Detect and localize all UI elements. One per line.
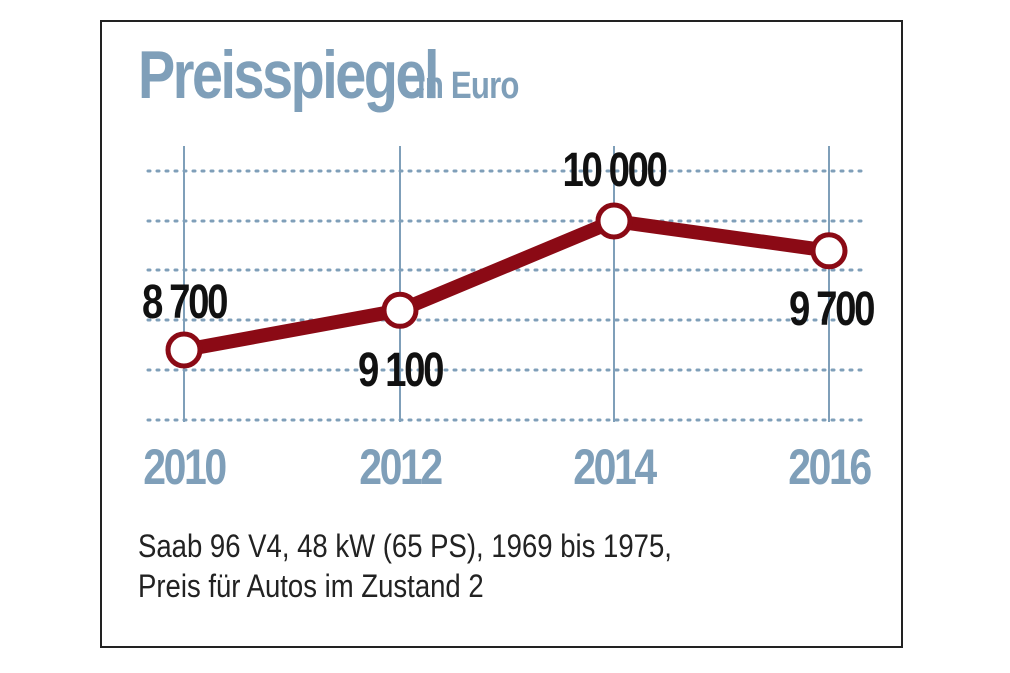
x-tick-label-2010: 2010 [143,439,226,495]
chart-title: Preisspiegel [138,37,439,113]
data-point-2012 [381,291,419,329]
line-chart: 2010 2012 2014 2016 8 700 9 100 10 000 9 700 [142,144,877,495]
data-label-2014: 10 000 [562,144,666,197]
chart-caption: Saab 96 V4, 48 kW (65 PS), 1969 bis 1975… [138,526,759,606]
caption-line-2: Preis für Autos im Zustand 2 [138,568,484,604]
data-label-2012: 9 100 [358,344,443,397]
caption-line-1: Saab 96 V4, 48 kW (65 PS), 1969 bis 1975… [138,528,672,564]
data-point-2016 [810,232,848,270]
chart-title-block: Preisspiegelin Euro [138,36,541,114]
data-point-2014 [595,202,633,240]
chart-subtitle: in Euro [416,65,519,107]
data-point-2010 [165,331,203,369]
x-tick-label-2016: 2016 [788,439,871,495]
series-line [177,214,836,357]
chart-frame: Preisspiegelin Euro 2010 2012 2014 2016 8 70… [100,20,903,648]
x-tick-label-2012: 2012 [359,439,442,495]
data-label-2010: 8 700 [142,276,227,329]
x-tick-label-2014: 2014 [573,439,657,495]
data-label-2016: 9 700 [789,283,874,336]
